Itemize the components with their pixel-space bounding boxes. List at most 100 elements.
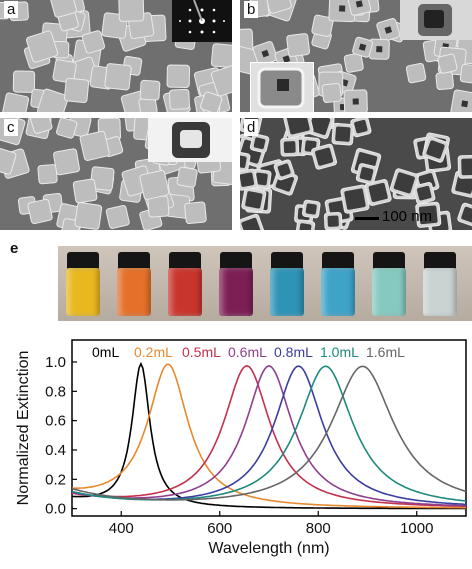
vial-solution	[117, 268, 151, 316]
vial-cap	[67, 252, 99, 269]
nanocube	[147, 195, 170, 218]
sample-vial	[219, 252, 253, 316]
spectrum-line	[71, 365, 467, 502]
nanocube	[49, 0, 77, 18]
nanocube	[311, 143, 338, 170]
nanocube	[323, 211, 343, 230]
y-tick-label: 1.0	[45, 354, 66, 371]
nanocube	[105, 205, 130, 229]
nanocube	[340, 184, 370, 214]
frame-cube-inset	[148, 118, 232, 162]
nanocube	[282, 118, 314, 139]
nanocube	[413, 181, 436, 205]
nanocube	[437, 53, 458, 74]
nanocube	[457, 154, 472, 179]
nanocube	[405, 62, 427, 84]
nanocube	[240, 213, 265, 230]
sem-panel-c: c	[0, 118, 232, 230]
nanocube	[176, 166, 198, 188]
nanocube	[25, 30, 59, 63]
nanocube	[352, 36, 373, 58]
sem-panel-d: d	[240, 118, 472, 230]
sem-panel-a: a	[0, 0, 232, 112]
extinction-chart: 400 600 800 1000 0.0 0.2 0.4 0.6 0.8 1.0 Wavelengt…	[15, 339, 467, 557]
y-axis-label: Normalized Extinction	[15, 351, 32, 506]
nanocube	[74, 202, 103, 230]
sample-vial	[423, 252, 457, 316]
nanocube	[355, 163, 378, 185]
diffraction-inset	[172, 0, 232, 42]
sample-vial	[321, 252, 355, 316]
nanocube	[347, 0, 372, 16]
nanocube	[415, 201, 442, 228]
vial-solution	[321, 268, 355, 316]
y-tick-label: 0.2	[45, 471, 66, 488]
vial-solution	[168, 268, 202, 316]
spectrum-line	[71, 365, 467, 506]
sample-vial	[117, 252, 151, 316]
panel-label-c: c	[4, 119, 18, 136]
nanocube	[240, 151, 251, 172]
x-tick-label: 1000	[400, 520, 433, 537]
nanocube	[2, 92, 30, 112]
nanocube	[311, 14, 334, 37]
spectrum-line	[72, 363, 466, 509]
nanocube	[459, 63, 472, 84]
nanocube	[210, 65, 232, 97]
sample-vial	[66, 252, 100, 316]
series-label: 1.6mL	[366, 344, 405, 360]
panel-label-b: b	[244, 1, 259, 18]
nanocube	[343, 52, 364, 73]
nanocube	[321, 82, 342, 103]
nanocube	[0, 147, 17, 175]
nanocube	[368, 38, 390, 60]
nanocube	[343, 89, 368, 112]
sem-panel-b: b	[240, 0, 472, 112]
spectrum-line	[71, 365, 467, 501]
vial-cap	[424, 252, 456, 269]
series-label: 0.5mL	[182, 344, 221, 360]
scale-bar-label: 100 nm	[382, 208, 433, 225]
x-tick-label: 600	[207, 520, 232, 537]
series-label: 0.2mL	[134, 344, 173, 360]
sample-vial	[168, 252, 202, 316]
panel-label-a: a	[4, 1, 19, 18]
vial-solution	[372, 268, 406, 316]
vial-cap	[169, 252, 201, 269]
nanocube	[166, 64, 191, 88]
nanocube	[280, 137, 300, 157]
nanocube	[37, 164, 58, 185]
vial-cap	[118, 252, 150, 269]
vial-photo	[58, 246, 472, 321]
nanocube	[376, 18, 401, 42]
nanocube	[12, 70, 36, 93]
nanocube	[72, 178, 98, 204]
series-label: 1.0mL	[320, 344, 359, 360]
x-axis-label: Wavelength (nm)	[208, 540, 329, 557]
nanocube	[450, 89, 472, 112]
nanocube	[139, 79, 161, 101]
nanocube	[184, 201, 207, 225]
nanocube	[79, 130, 110, 161]
vial-solution	[423, 268, 457, 316]
vial-cap	[220, 252, 252, 269]
nanocube	[52, 59, 77, 84]
vial-solution	[66, 268, 100, 316]
vial-solution	[270, 268, 304, 316]
vial-cap	[373, 252, 405, 269]
nanocube	[53, 148, 80, 176]
nanocube	[301, 199, 321, 219]
spectrum-line	[71, 365, 466, 507]
spectrum-line	[71, 364, 467, 508]
series-label: 0.8mL	[274, 344, 313, 360]
nanocube	[241, 187, 267, 213]
panel-label-e: e	[10, 240, 19, 257]
y-tick-label: 0.8	[45, 383, 66, 400]
nanocube	[252, 40, 278, 67]
sem-image-d	[240, 118, 472, 230]
vial-solution	[219, 268, 253, 316]
nanocube	[331, 122, 355, 146]
plot-frame	[71, 339, 467, 517]
nanocube	[350, 118, 372, 138]
nanocube	[457, 202, 472, 227]
